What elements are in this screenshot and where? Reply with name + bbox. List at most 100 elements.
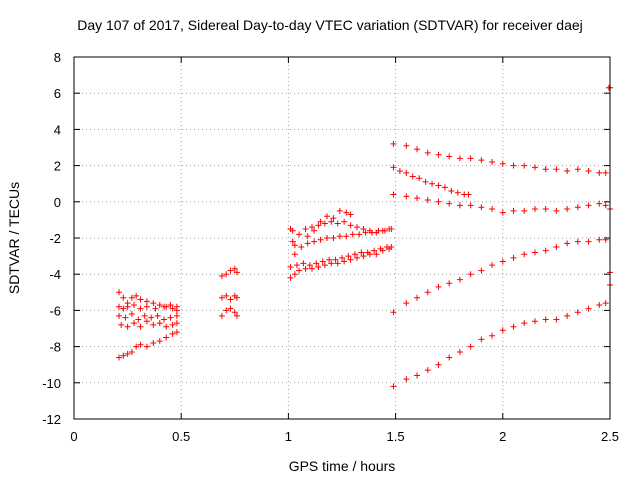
data-point [371, 247, 378, 254]
data-point [287, 274, 294, 281]
data-point [456, 202, 463, 209]
data-point [390, 191, 397, 198]
data-point [223, 307, 230, 314]
data-point [173, 329, 180, 336]
data-point [291, 251, 298, 258]
data-point [424, 367, 431, 374]
y-tick-label: 2 [54, 159, 61, 174]
y-tick-label: -2 [49, 231, 61, 246]
data-point [133, 292, 140, 299]
data-point [116, 354, 123, 361]
data-point [341, 218, 348, 225]
data-point [448, 187, 455, 194]
data-point [298, 244, 305, 251]
series-arc-a2 [116, 311, 180, 323]
data-point [334, 220, 341, 227]
data-point [596, 200, 603, 207]
data-point [414, 195, 421, 202]
data-point [354, 254, 361, 261]
data-point [315, 222, 322, 229]
data-point [319, 258, 326, 265]
y-tick-label: -6 [49, 303, 61, 318]
data-point [521, 162, 528, 169]
series-arc-c4 [287, 245, 393, 281]
data-point [334, 260, 341, 267]
data-point [311, 227, 318, 234]
data-point [564, 240, 571, 247]
data-point [467, 343, 474, 350]
data-point [435, 182, 442, 189]
data-point [602, 300, 609, 307]
data-point [424, 149, 431, 156]
series-arc-a3 [118, 318, 180, 330]
data-point [478, 204, 485, 211]
data-point [131, 320, 138, 327]
data-point [148, 314, 155, 321]
data-point [478, 336, 485, 343]
data-point [120, 294, 127, 301]
series-arc-b3 [218, 305, 240, 319]
data-point [596, 169, 603, 176]
data-point [120, 352, 127, 359]
data-point [429, 180, 436, 187]
series-arc-b2 [218, 292, 240, 303]
data-point [345, 253, 352, 260]
data-point [233, 269, 240, 276]
x-tick-label: 2.5 [601, 429, 619, 444]
series-arc-c3 [287, 244, 395, 270]
data-point [328, 260, 335, 267]
data-point [137, 341, 144, 348]
data-point [441, 184, 448, 191]
data-point [218, 312, 225, 319]
data-point [358, 249, 365, 256]
data-point [343, 233, 350, 240]
data-point [231, 309, 238, 316]
y-tick-label: 4 [54, 122, 61, 137]
data-point [128, 311, 135, 318]
y-tick-labels: -12 -10 -8 -6 -4 -2 0 2 4 6 8 [42, 50, 61, 427]
data-point [585, 305, 592, 312]
data-point [390, 140, 397, 147]
data-point [521, 207, 528, 214]
data-point [602, 169, 609, 176]
data-point [596, 301, 603, 308]
data-point [354, 224, 361, 231]
data-point [330, 235, 337, 241]
data-point [531, 318, 538, 325]
data-point [390, 309, 397, 316]
y-tick-label: -8 [49, 340, 61, 355]
data-point [467, 271, 474, 278]
data-point [414, 146, 421, 153]
data-point [489, 206, 496, 213]
data-point [347, 256, 354, 263]
data-point [478, 267, 485, 274]
data-point [531, 249, 538, 256]
data-point [435, 283, 442, 290]
data-point [323, 235, 330, 241]
data-points [116, 84, 613, 390]
series-arc-c1 [289, 218, 393, 238]
data-point [403, 142, 410, 149]
data-point [542, 166, 549, 173]
data-point [602, 202, 609, 209]
data-point [163, 303, 170, 310]
data-point [510, 254, 517, 261]
data-point [456, 276, 463, 283]
data-point [456, 155, 463, 162]
data-point [362, 229, 369, 236]
data-point [128, 294, 135, 301]
data-point [435, 151, 442, 158]
data-point [306, 262, 313, 269]
data-point [416, 175, 423, 182]
data-point [369, 229, 376, 236]
data-point [300, 260, 307, 267]
data-point [351, 251, 358, 258]
data-point [128, 349, 135, 356]
data-point [585, 202, 592, 209]
data-point [169, 330, 176, 337]
data-point [390, 164, 397, 171]
data-point [118, 321, 125, 328]
data-point [150, 339, 157, 346]
x-axis-label: GPS time / hours [289, 458, 396, 474]
data-point [553, 316, 560, 323]
